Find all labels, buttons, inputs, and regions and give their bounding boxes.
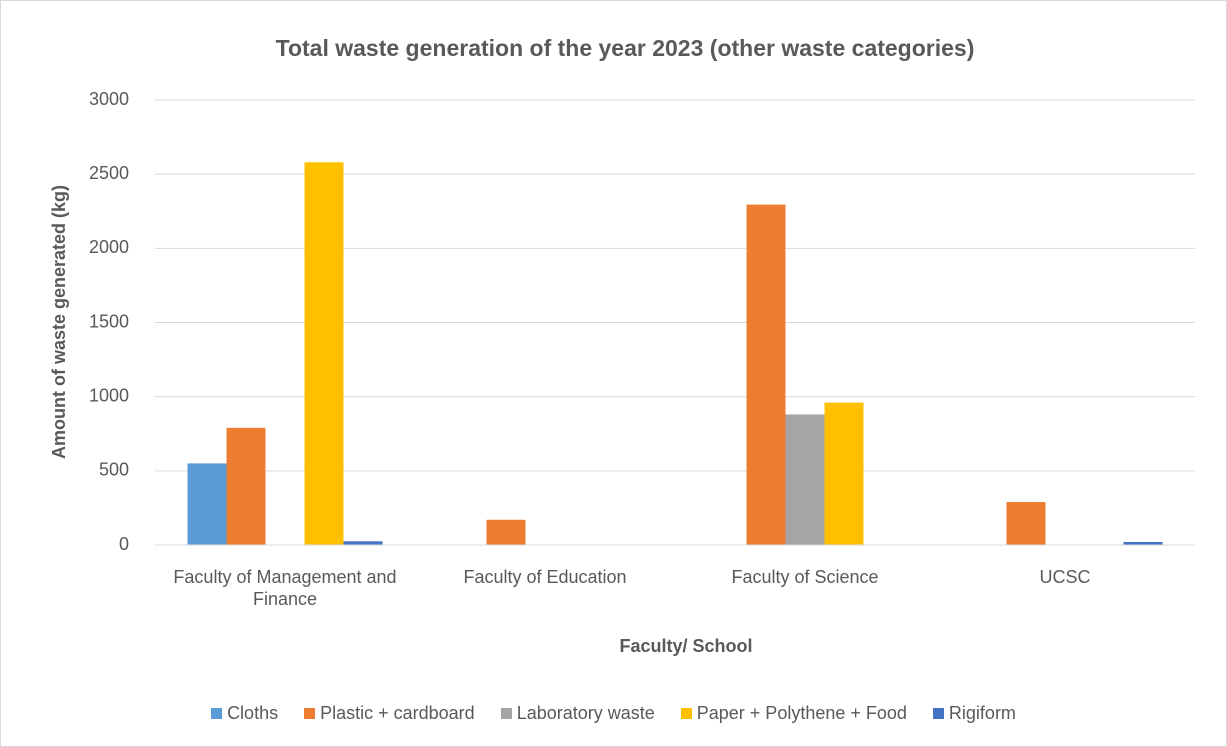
bar bbox=[486, 519, 526, 545]
y-tick-label: 1000 bbox=[89, 385, 129, 405]
legend-item: Plastic + cardboard bbox=[304, 703, 475, 724]
legend-item: Paper + Polythene + Food bbox=[680, 703, 907, 724]
legend-item: Cloths bbox=[211, 703, 278, 724]
legend-swatch bbox=[304, 708, 316, 719]
bar bbox=[304, 162, 344, 546]
legend-item: Rigiform bbox=[932, 703, 1016, 724]
bar bbox=[746, 204, 786, 545]
legend-swatch bbox=[680, 708, 692, 719]
x-tick-label: UCSC bbox=[1039, 567, 1091, 587]
bar bbox=[1006, 501, 1046, 545]
bar bbox=[785, 414, 825, 545]
legend-label: Rigiform bbox=[948, 703, 1016, 723]
legend-item: Laboratory waste bbox=[500, 703, 655, 724]
x-tick-label: Faculty of Science bbox=[731, 567, 879, 587]
y-tick-label: 3000 bbox=[89, 89, 129, 109]
bar bbox=[824, 402, 864, 545]
legend-swatch bbox=[932, 708, 944, 719]
legend-label: Laboratory waste bbox=[516, 703, 655, 723]
bar bbox=[187, 463, 227, 545]
x-tick-label: Faculty of Management and Finance bbox=[173, 567, 397, 609]
legend-label: Cloths bbox=[227, 703, 279, 723]
y-axis-title: Amount of waste generated (kg) bbox=[49, 185, 69, 459]
bar bbox=[1123, 542, 1163, 545]
bar bbox=[226, 427, 266, 545]
y-tick-label: 1500 bbox=[89, 311, 129, 331]
bar bbox=[343, 541, 383, 545]
legend-swatch bbox=[500, 708, 512, 719]
y-tick-label: 2000 bbox=[89, 237, 129, 257]
y-tick-label: 0 bbox=[119, 534, 129, 554]
x-axis-title: Faculty/ School bbox=[619, 636, 752, 656]
legend-swatch bbox=[211, 708, 223, 719]
x-tick-label: Faculty of Education bbox=[463, 567, 627, 587]
legend: Cloths Plastic + cardboard Laboratory wast… bbox=[0, 703, 1227, 724]
legend-label: Paper + Polythene + Food bbox=[696, 703, 907, 723]
y-tick-label: 500 bbox=[99, 460, 129, 480]
chart-title: Total waste generation of the year 2023 … bbox=[276, 35, 975, 61]
y-tick-label: 2500 bbox=[89, 163, 129, 183]
legend-label: Plastic + cardboard bbox=[320, 703, 475, 723]
